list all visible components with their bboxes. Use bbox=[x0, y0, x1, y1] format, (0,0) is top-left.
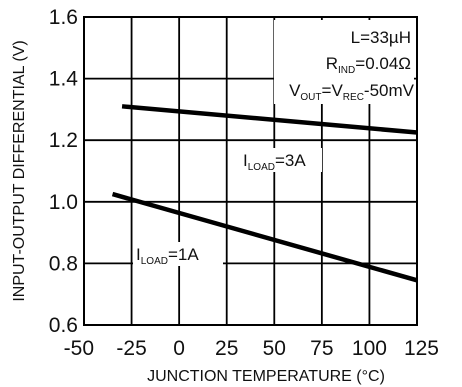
series-line-0 bbox=[121, 104, 418, 135]
series-label-3a-bg bbox=[240, 148, 322, 172]
series-label-3a: ILOAD=3A bbox=[243, 151, 306, 173]
x-tick-label: -25 bbox=[116, 337, 146, 360]
x-tick-label: 0 bbox=[173, 337, 185, 360]
y-tick-label: 0.8 bbox=[49, 252, 78, 275]
x-tick-label: 125 bbox=[404, 337, 439, 360]
y-tick-label: 1.4 bbox=[49, 68, 79, 91]
x-tick-label: -50 bbox=[64, 337, 94, 360]
series-lines bbox=[111, 104, 418, 283]
x-axis-title: JUNCTION TEMPERATURE (°C) bbox=[147, 368, 385, 385]
plot-frame bbox=[83, 16, 418, 326]
condition-resistance: RIND=0.04Ω bbox=[326, 54, 411, 76]
x-tick-labels: -50 -25 0 25 50 75 100 125 bbox=[64, 337, 439, 360]
series-label-1a-bg bbox=[133, 242, 223, 266]
y-tick-labels: 0.6 0.8 1.0 1.2 1.4 1.6 bbox=[49, 6, 79, 337]
y-tick-label: 0.6 bbox=[49, 314, 78, 337]
conditions-box-bg bbox=[274, 20, 414, 104]
x-tick-label: 50 bbox=[263, 337, 286, 360]
condition-inductance: L=33µH bbox=[351, 28, 411, 47]
y-tick-label: 1.6 bbox=[49, 6, 78, 29]
x-tick-label: 25 bbox=[215, 337, 238, 360]
y-axis-title: INPUT-OUTPUT DIFFERENTIAL (V) bbox=[11, 40, 28, 301]
x-tick-label: 75 bbox=[310, 337, 333, 360]
condition-voltage: VOUT=VREC-50mV bbox=[289, 81, 415, 103]
y-tick-label: 1.2 bbox=[49, 129, 78, 152]
y-tick-label: 1.0 bbox=[49, 191, 78, 214]
series-line-1 bbox=[111, 191, 418, 283]
x-tick-label: 100 bbox=[352, 337, 387, 360]
series-label-1a: ILOAD=1A bbox=[136, 245, 199, 267]
